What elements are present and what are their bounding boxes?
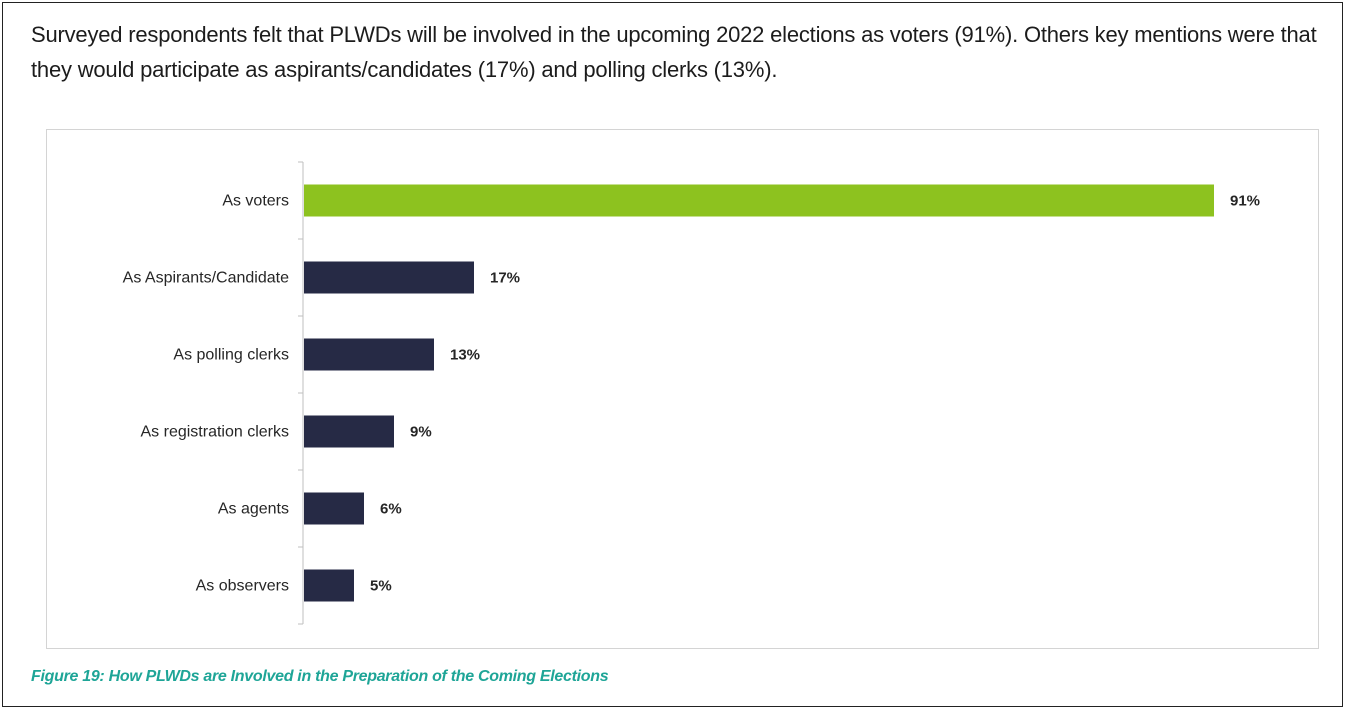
bar [304,492,364,525]
value-label: 91% [1230,193,1260,210]
value-label: 13% [450,347,480,364]
bar [304,184,1214,217]
bar [304,338,434,371]
value-label: 5% [370,578,392,595]
figure-caption: Figure 19: How PLWDs are Involved in the… [31,668,609,685]
category-label: As agents [218,501,289,518]
value-label: 17% [490,270,520,287]
category-label: As registration clerks [141,424,290,441]
category-label: As Aspirants/Candidate [123,270,289,287]
category-label: As polling clerks [173,347,289,364]
category-label: As observers [196,578,289,595]
bar [304,261,474,294]
bar-chart: As voters 91% As Aspirants/Candidate 17% As … [123,161,1260,625]
intro-paragraph: Surveyed respondents felt that PLWDs wil… [31,22,1317,82]
category-label: As voters [222,193,289,210]
bar [304,415,394,448]
value-label: 9% [410,424,432,441]
chart-container: As voters 91% As Aspirants/Candidate 17% As … [46,129,1319,649]
bar [304,569,354,602]
value-label: 6% [380,501,402,518]
